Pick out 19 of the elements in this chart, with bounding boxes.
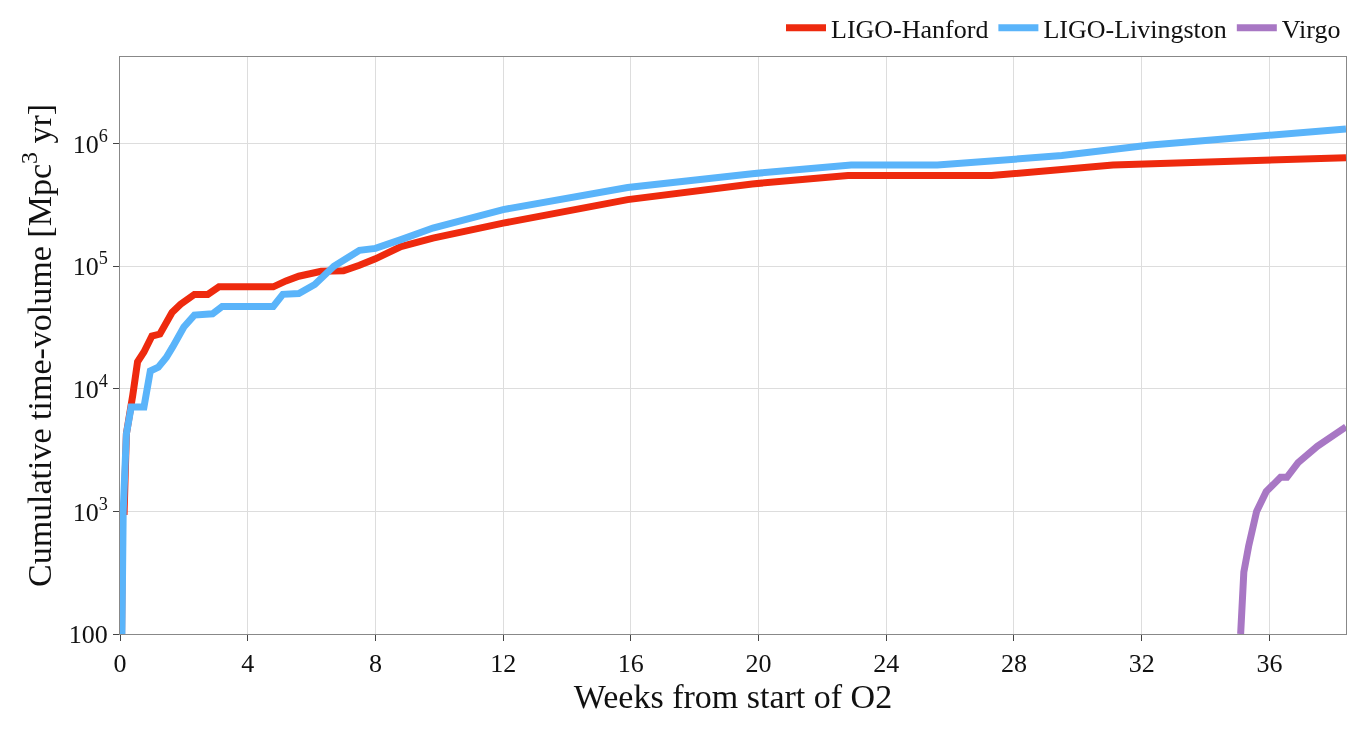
x-tick-label: 12 xyxy=(490,649,517,679)
y-tick-label: 100 xyxy=(68,620,108,650)
y-tick-label: 10$^{3}$ xyxy=(72,493,108,527)
y-tick-label: 10$^{6}$ xyxy=(72,125,108,159)
legend-label: Virgo xyxy=(1281,14,1341,44)
x-tick-label: 16 xyxy=(617,649,644,679)
legend-label: LIGO-Hanford xyxy=(831,14,989,44)
legend-label: LIGO-Livingston xyxy=(1043,14,1227,44)
x-tick-label: 4 xyxy=(241,649,255,679)
x-tick-label: 0 xyxy=(113,649,127,679)
y-tick-label: 10$^{4}$ xyxy=(72,371,108,404)
x-axis-title: Weeks from start of O2 xyxy=(573,678,893,716)
x-tick-label: 36 xyxy=(1256,649,1283,679)
x-tick-label: 20 xyxy=(745,649,772,679)
x-tick-label: 24 xyxy=(873,649,900,679)
y-tick-label: 10$^{5}$ xyxy=(72,248,108,282)
x-tick-label: 32 xyxy=(1128,649,1155,679)
x-tick-label: 8 xyxy=(368,649,382,679)
x-tick-label: 28 xyxy=(1000,649,1027,679)
